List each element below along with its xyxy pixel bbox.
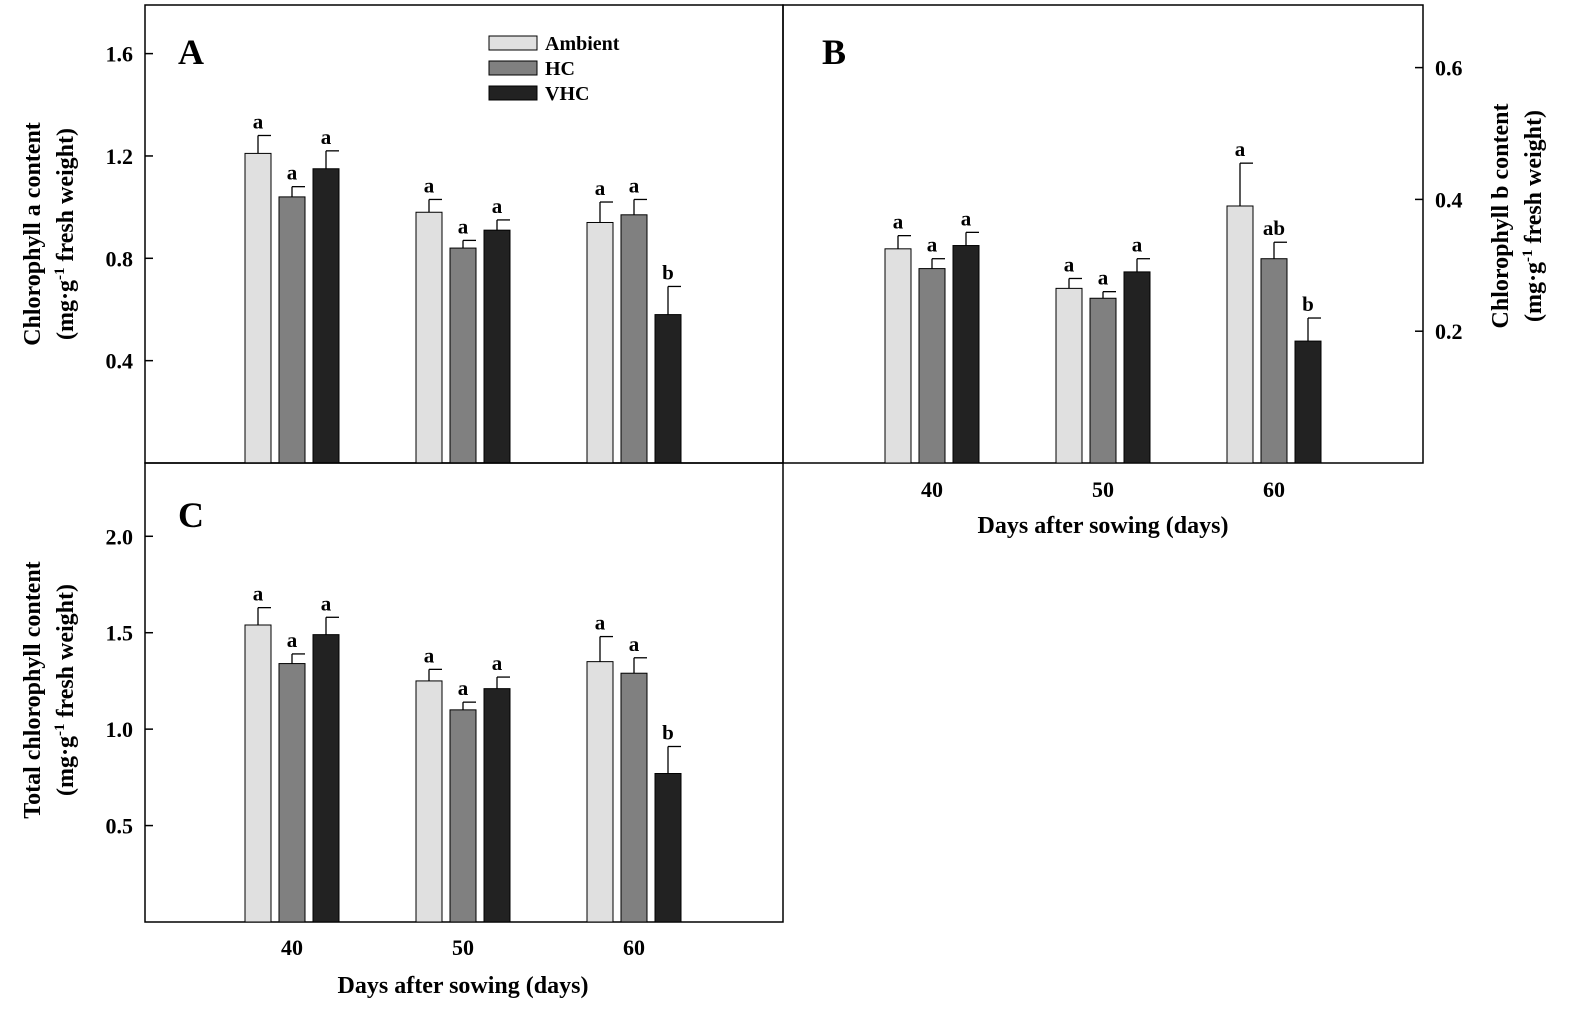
panel-b-significance-label: a [961, 206, 972, 230]
panel-a-significance-label: a [629, 173, 640, 197]
panel-a-significance-label: a [253, 109, 264, 133]
panel-c-letter: C [178, 495, 204, 535]
panel-c-ylabel-line2: (mg·g-1 fresh weight) [52, 584, 79, 796]
panel-c-significance-label: a [492, 651, 503, 675]
panel-b-ylabel-line1: Chlorophyll b content [1488, 104, 1514, 329]
legend-label-vhc: VHC [545, 83, 589, 105]
panel-b-bar-ambient-50 [1055, 287, 1083, 464]
panel-c-bar-hc-60 [620, 672, 648, 923]
panel-c-ylabel-line1: Total chlorophyll content [20, 561, 46, 818]
legend: Ambient HC VHC [488, 33, 620, 105]
panel-c-xtick-label: 60 [623, 935, 645, 960]
panel-b-letter: B [822, 32, 846, 72]
panel-a-significance-label: a [287, 161, 298, 185]
panel-b-bar-vhc-60 [1294, 340, 1322, 464]
panel-b-ytick-label: 0.2 [1435, 319, 1463, 344]
panel-c-significance-label: a [629, 632, 640, 656]
panel-a-ytick-label: 1.2 [106, 144, 134, 169]
panel-c-bar-ambient-60 [586, 661, 614, 923]
panel-a-bar-ambient-40 [244, 152, 272, 464]
panel-b-bar-ambient-60 [1226, 205, 1254, 464]
panel-c-bar-vhc-60 [654, 773, 682, 923]
panel-c-bar-ambient-50 [415, 680, 443, 923]
panel-c-significance-label: a [253, 582, 264, 606]
panel-b-chlorophyll-b: B Chlorophyll b content (mg·g-1 fresh we… [782, 4, 1547, 539]
panel-c-xtick-label: 50 [452, 935, 474, 960]
panel-b-bar-hc-50 [1089, 297, 1117, 464]
panel-c-bar-vhc-40 [312, 634, 340, 923]
panel-c-significance-label: a [595, 611, 606, 635]
legend-swatch-vhc [488, 85, 538, 101]
panel-b-significance-label: b [1302, 292, 1314, 316]
panel-b-xtick-label: 50 [1092, 477, 1114, 502]
panel-c-bar-hc-40 [278, 663, 306, 923]
panel-b-ytick-label: 0.6 [1435, 56, 1463, 81]
panel-a-ylabel-line2: (mg·g-1 fresh weight) [52, 128, 79, 340]
panel-c-bar-ambient-40 [244, 624, 272, 923]
panel-b-ylabel-line2: (mg·g-1 fresh weight) [1520, 110, 1547, 322]
legend-label-ambient: Ambient [545, 33, 620, 55]
panel-a-y-axis-title: Chlorophyll a content (mg·g-1 fresh weig… [20, 122, 79, 346]
panel-a-ylabel-line1: Chlorophyll a content [20, 122, 46, 346]
panel-a-significance-label: a [321, 125, 332, 149]
panel-c-significance-label: a [424, 643, 435, 667]
panel-b-significance-label: a [1235, 137, 1246, 161]
panel-c-significance-label: a [287, 628, 298, 652]
panel-c-y-axis-title: Total chlorophyll content (mg·g-1 fresh … [20, 561, 79, 818]
panel-b-significance-label: ab [1263, 216, 1285, 240]
panel-c-ytick-label: 1.5 [106, 621, 134, 646]
panel-b-significance-label: a [1098, 266, 1109, 290]
panel-a-significance-label: b [662, 260, 674, 284]
panel-c-ytick-label: 2.0 [106, 524, 134, 549]
panel-c-ytick-label: 0.5 [106, 814, 134, 839]
panel-b-significance-label: a [927, 233, 938, 257]
panel-c-significance-label: b [662, 721, 674, 745]
panel-b-significance-label: a [1132, 233, 1143, 257]
panel-a-letter: A [178, 32, 204, 72]
panel-c-bar-hc-50 [449, 709, 477, 923]
legend-swatch-hc [488, 60, 538, 76]
panel-c-significance-label: a [321, 591, 332, 615]
panel-c-x-axis-title: Days after sowing (days) [338, 973, 589, 999]
panel-a-ytick-label: 1.6 [106, 42, 134, 67]
panel-a-significance-label: a [458, 214, 469, 238]
panel-a-bar-vhc-40 [312, 168, 340, 464]
panel-a-bar-hc-60 [620, 214, 648, 464]
panel-a-bar-hc-50 [449, 247, 477, 464]
panel-a-bar-hc-40 [278, 196, 306, 464]
panel-c-bar-vhc-50 [483, 688, 511, 923]
panel-c-ytick-label: 1.0 [106, 717, 134, 742]
panel-b-xtick-label: 60 [1263, 477, 1285, 502]
panel-a-bar-vhc-50 [483, 229, 511, 464]
panel-a-significance-label: a [595, 176, 606, 200]
panel-a-bar-ambient-50 [415, 211, 443, 464]
panel-b-significance-label: a [893, 210, 904, 234]
panel-a-chlorophyll-a: A Chlorophyll a content (mg·g-1 fresh we… [20, 4, 784, 464]
panel-b-bar-ambient-40 [884, 248, 912, 464]
panel-b-bar-hc-40 [918, 268, 946, 464]
panel-b-xtick-label: 40 [921, 477, 943, 502]
panel-a-significance-label: a [492, 194, 503, 218]
panel-b-bar-vhc-50 [1123, 271, 1151, 464]
panel-a-significance-label: a [424, 173, 435, 197]
panel-a-bar-ambient-60 [586, 221, 614, 464]
panel-c-significance-label: a [458, 676, 469, 700]
panel-b-bar-hc-60 [1260, 258, 1288, 464]
panel-a-ytick-label: 0.8 [106, 246, 134, 271]
panel-b-x-axis-title: Days after sowing (days) [978, 513, 1229, 539]
legend-label-hc: HC [545, 58, 575, 80]
panel-c-xtick-label: 40 [281, 935, 303, 960]
panel-a-ytick-label: 0.4 [106, 349, 134, 374]
panel-b-ytick-label: 0.4 [1435, 187, 1463, 212]
panel-b-significance-label: a [1064, 252, 1075, 276]
legend-swatch-ambient [488, 35, 538, 51]
panel-b-bar-vhc-40 [952, 245, 980, 464]
panel-c-total-chlorophyll: C Total chlorophyll content (mg·g-1 fres… [20, 462, 784, 999]
panel-b-y-axis-title: Chlorophyll b content (mg·g-1 fresh weig… [1488, 104, 1547, 329]
panel-a-bar-vhc-60 [654, 314, 682, 464]
